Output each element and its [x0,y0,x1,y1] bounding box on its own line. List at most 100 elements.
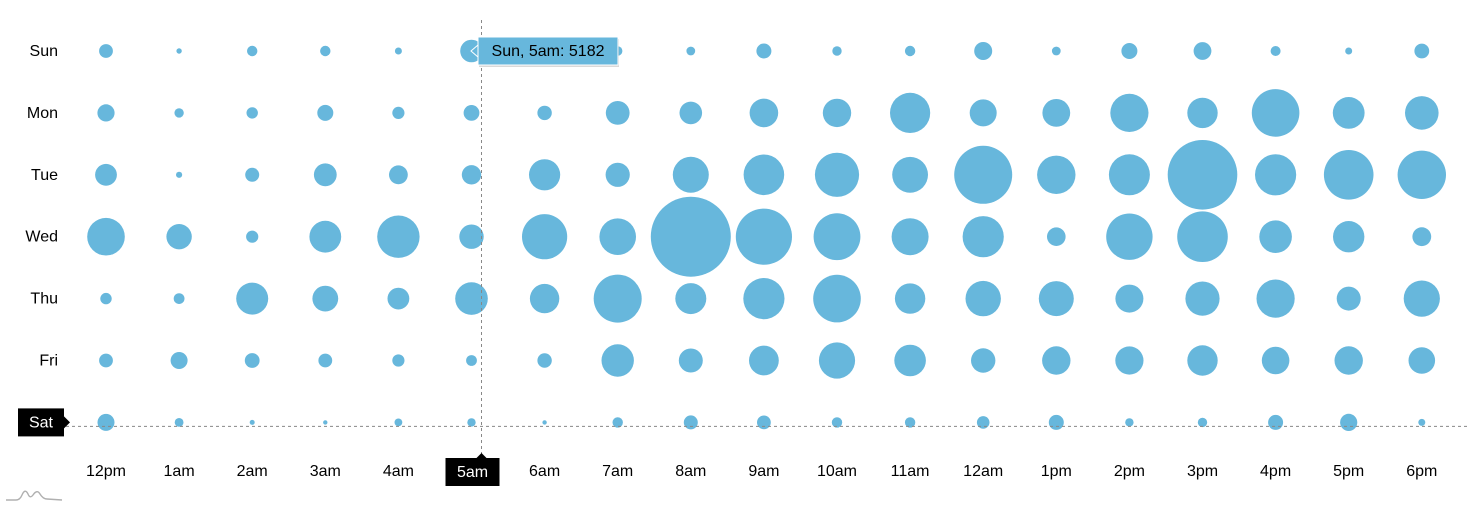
bubble-fri-12am[interactable] [971,348,996,373]
bubble-fri-1am[interactable] [170,352,188,369]
bubble-wed-9am[interactable] [735,208,793,265]
bubble-fri-3pm[interactable] [1187,345,1218,376]
bubble-sat-4am[interactable] [394,418,403,427]
bubble-wed-10am[interactable] [813,213,861,261]
bubble-wed-2pm[interactable] [1106,213,1153,260]
bubble-sun-1am[interactable] [176,48,182,54]
bubble-sun-2am[interactable] [247,45,258,57]
bubble-thu-1pm[interactable] [1038,281,1074,317]
bubble-tue-12am[interactable] [954,145,1013,204]
bubble-sun-6pm[interactable] [1414,43,1430,59]
bubble-wed-7am[interactable] [599,218,636,255]
bubble-thu-5am[interactable] [455,282,488,315]
amcharts-logo-icon[interactable] [6,490,63,501]
bubble-wed-5am[interactable] [459,224,484,249]
bubble-mon-9am[interactable] [749,98,779,128]
bubble-tue-1am[interactable] [176,171,183,178]
bubble-sat-4pm[interactable] [1268,414,1284,430]
bubble-thu-9am[interactable] [743,278,785,320]
bubble-sat-10am[interactable] [831,417,843,428]
bubble-thu-12pm[interactable] [100,292,112,305]
bubble-sat-6pm[interactable] [1418,418,1426,426]
bubble-fri-9am[interactable] [749,345,779,376]
bubble-wed-12pm[interactable] [87,217,125,256]
bubble-wed-1pm[interactable] [1047,227,1066,246]
bubble-tue-3am[interactable] [313,163,337,187]
bubble-sun-10am[interactable] [832,46,842,56]
bubble-fri-1pm[interactable] [1042,346,1071,375]
bubble-fri-11am[interactable] [894,344,926,377]
bubble-mon-7am[interactable] [605,101,630,125]
bubble-tue-4am[interactable] [389,165,408,185]
bubble-tue-10am[interactable] [814,152,860,197]
bubble-sun-11am[interactable] [904,45,916,57]
bubble-wed-2am[interactable] [246,230,259,243]
bubble-tue-2am[interactable] [245,167,260,182]
bubble-sun-4am[interactable] [394,47,402,55]
bubble-sun-12pm[interactable] [99,44,113,58]
bubble-thu-10am[interactable] [813,274,861,323]
bubble-sat-1am[interactable] [174,418,184,427]
bubble-wed-6am[interactable] [522,214,568,260]
bubble-fri-2pm[interactable] [1115,346,1144,375]
bubble-mon-4am[interactable] [392,106,405,119]
bubble-wed-4pm[interactable] [1259,220,1292,253]
bubble-thu-4am[interactable] [387,287,410,310]
bubble-thu-2pm[interactable] [1115,284,1144,313]
bubble-fri-6pm[interactable] [1408,347,1436,374]
bubble-sun-3am[interactable] [320,45,331,57]
bubble-mon-6pm[interactable] [1405,96,1439,130]
bubble-sun-3pm[interactable] [1193,42,1212,60]
bubble-sun-5pm[interactable] [1345,47,1353,55]
bubble-mon-8am[interactable] [679,101,703,125]
bubble-thu-3am[interactable] [312,285,339,312]
bubble-wed-12am[interactable] [962,216,1004,258]
bubble-sat-5pm[interactable] [1340,413,1358,431]
bubble-thu-8am[interactable] [675,283,707,315]
bubble-sat-6am[interactable] [542,420,547,425]
bubble-mon-5am[interactable] [463,105,480,121]
bubble-tue-7am[interactable] [605,162,630,187]
bubble-mon-2am[interactable] [246,107,258,119]
bubble-mon-4pm[interactable] [1251,89,1300,137]
bubble-mon-2pm[interactable] [1110,93,1149,132]
bubble-sat-2pm[interactable] [1125,418,1134,427]
bubble-tue-3pm[interactable] [1167,140,1238,210]
bubble-mon-6am[interactable] [537,105,552,121]
bubble-wed-11am[interactable] [891,218,929,256]
bubble-sat-7am[interactable] [612,417,623,428]
bubble-fri-5pm[interactable] [1334,346,1363,375]
bubble-mon-10am[interactable] [822,98,852,128]
bubble-tue-6pm[interactable] [1397,150,1447,199]
bubble-sat-8am[interactable] [683,415,698,430]
bubble-fri-8am[interactable] [678,348,703,373]
bubble-sat-11am[interactable] [904,417,916,428]
bubble-fri-6am[interactable] [537,353,552,368]
bubble-thu-3pm[interactable] [1185,281,1220,316]
bubble-sun-9am[interactable] [756,43,772,59]
bubble-fri-7am[interactable] [601,344,634,377]
bubble-fri-4am[interactable] [392,354,405,367]
bubble-wed-1am[interactable] [166,224,192,250]
bubble-tue-6am[interactable] [529,159,561,191]
bubble-thu-7am[interactable] [593,274,642,323]
bubble-thu-5pm[interactable] [1336,286,1361,311]
bubble-mon-11am[interactable] [890,92,931,133]
bubble-sat-9am[interactable] [757,415,771,430]
bubble-thu-6pm[interactable] [1403,280,1440,317]
bubble-fri-10am[interactable] [818,342,856,379]
bubble-mon-3am[interactable] [317,104,334,121]
bubble-sat-12am[interactable] [976,416,990,429]
bubble-thu-12am[interactable] [965,280,1001,317]
bubble-wed-5pm[interactable] [1333,221,1365,253]
bubble-thu-6am[interactable] [529,283,560,314]
bubble-mon-1am[interactable] [174,108,184,118]
bubble-fri-2am[interactable] [244,353,260,368]
bubble-sun-12am[interactable] [974,42,993,60]
bubble-fri-4pm[interactable] [1261,346,1290,375]
bubble-mon-3pm[interactable] [1187,97,1218,129]
bubble-tue-8am[interactable] [672,156,709,193]
bubble-sun-4pm[interactable] [1270,46,1281,56]
bubble-mon-12am[interactable] [969,99,997,127]
bubble-sat-1pm[interactable] [1048,414,1064,430]
